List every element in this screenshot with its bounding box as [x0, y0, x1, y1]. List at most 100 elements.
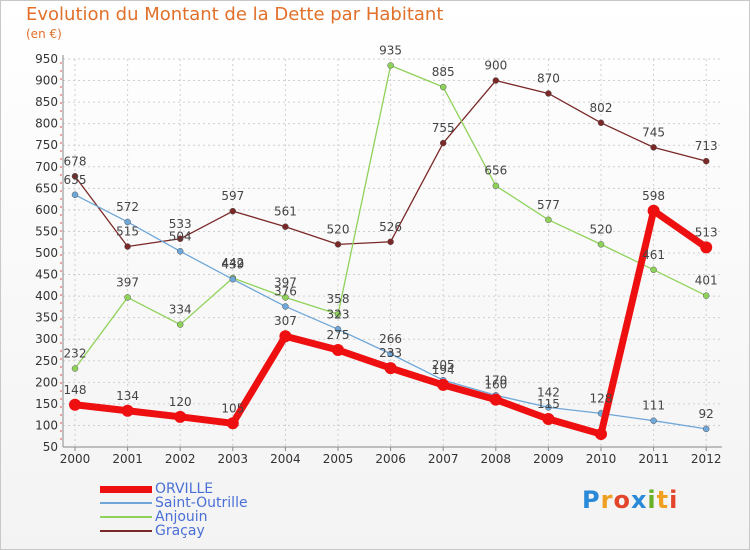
data-label-gra-ay: 533: [169, 217, 192, 231]
data-point-orville: [69, 398, 81, 411]
data-label-anjouin: 656: [484, 164, 507, 178]
data-point-anjouin: [439, 83, 447, 91]
data-label-anjouin: 334: [169, 303, 192, 317]
data-point-orville: [647, 204, 660, 217]
logo-letter: r: [600, 486, 614, 514]
legend-swatch: [100, 502, 152, 504]
data-point-saint-outrille: [387, 350, 394, 358]
legend-swatch: [100, 530, 152, 532]
proxiti-logo: Proxiti: [582, 486, 678, 514]
data-point-anjouin: [545, 216, 552, 224]
data-label-orville: 148: [64, 383, 87, 397]
data-point-anjouin: [334, 310, 342, 318]
data-point-saint-outrille: [229, 276, 237, 283]
y-tick-label: 600: [35, 203, 58, 217]
x-tick-label: 2011: [638, 452, 669, 466]
y-tick-label: 950: [35, 52, 58, 66]
y-tick-label: 300: [35, 332, 58, 346]
y-tick-label: 700: [35, 160, 58, 174]
data-label-saint-outrille: 572: [116, 200, 139, 214]
data-label-gra-ay: 755: [432, 121, 455, 135]
data-label-anjouin: 401: [695, 274, 718, 288]
data-label-orville: 134: [116, 389, 139, 403]
data-point-anjouin: [71, 365, 79, 372]
data-point-orville: [595, 428, 607, 441]
x-tick-label: 2001: [112, 452, 143, 466]
data-point-saint-outrille: [282, 303, 289, 310]
data-point-gra-ay: [176, 235, 184, 243]
y-tick-label: 750: [35, 138, 58, 152]
data-label-gra-ay: 561: [274, 205, 297, 219]
data-point-orville: [384, 362, 397, 375]
data-point-gra-ay: [650, 144, 657, 151]
data-point-saint-outrille: [71, 191, 79, 199]
y-tick-label: 450: [35, 268, 58, 282]
data-label-saint-outrille: 92: [699, 407, 714, 421]
data-point-saint-outrille: [176, 248, 184, 255]
data-point-orville: [226, 417, 239, 430]
data-label-orville: 160: [484, 378, 507, 392]
data-point-orville: [489, 393, 502, 406]
data-label-saint-outrille: 504: [169, 229, 192, 243]
legend-label: Anjouin: [155, 509, 208, 525]
data-label-gra-ay: 678: [64, 154, 87, 168]
data-point-gra-ay: [702, 157, 710, 165]
x-tick-label: 2003: [218, 452, 249, 466]
data-label-saint-outrille: 111: [642, 399, 665, 413]
data-label-anjouin: 232: [64, 347, 87, 361]
data-label-gra-ay: 597: [221, 189, 244, 203]
data-label-saint-outrille: 142: [537, 385, 560, 399]
data-point-orville: [121, 404, 134, 417]
data-point-saint-outrille: [702, 425, 710, 433]
data-label-orville: 275: [327, 328, 350, 342]
data-label-orville: 598: [642, 189, 665, 203]
data-point-saint-outrille: [545, 404, 552, 411]
data-label-gra-ay: 520: [327, 222, 350, 236]
legend-label: Saint-Outrille: [155, 495, 248, 511]
data-label-anjouin: 461: [642, 248, 665, 262]
data-label-anjouin: 935: [379, 43, 402, 57]
logo-letter: P: [582, 486, 601, 514]
y-tick-label: 800: [35, 117, 58, 131]
data-point-gra-ay: [545, 90, 552, 97]
data-point-anjouin: [650, 266, 657, 274]
chart-title: Evolution du Montant de la Dette par Hab…: [26, 4, 444, 25]
data-point-gra-ay: [229, 207, 237, 215]
data-point-gra-ay: [282, 223, 289, 230]
data-label-orville: 513: [695, 225, 718, 239]
x-tick-label: 2005: [323, 452, 354, 466]
data-point-saint-outrille: [124, 218, 131, 226]
data-point-anjouin: [387, 62, 394, 69]
data-point-anjouin: [702, 292, 710, 299]
data-point-gra-ay: [124, 243, 131, 250]
data-label-anjouin: 442: [221, 256, 244, 270]
data-label-gra-ay: 713: [695, 139, 718, 153]
data-label-gra-ay: 900: [484, 59, 507, 73]
y-tick-label: 250: [35, 354, 58, 368]
data-point-orville: [174, 410, 187, 423]
data-point-saint-outrille: [650, 417, 657, 424]
x-tick-label: 2007: [428, 452, 459, 466]
data-label-anjouin: 520: [590, 222, 613, 236]
data-point-anjouin: [597, 241, 605, 248]
data-label-saint-outrille: 128: [590, 391, 613, 405]
data-point-saint-outrille: [334, 326, 342, 333]
y-tick-label: 50: [43, 440, 58, 454]
data-point-orville: [437, 378, 450, 391]
logo-letter: x: [630, 486, 648, 514]
data-point-gra-ay: [439, 139, 447, 147]
chart-subtitle: (en €): [26, 27, 62, 41]
data-label-orville: 120: [169, 395, 192, 409]
logo-letter: t: [656, 486, 670, 514]
y-tick-label: 500: [35, 246, 58, 260]
data-label-anjouin: 397: [274, 275, 297, 289]
data-label-anjouin: 397: [116, 275, 139, 289]
y-tick-label: 650: [35, 181, 58, 195]
data-point-gra-ay: [334, 241, 342, 248]
data-point-anjouin: [492, 182, 500, 189]
data-label-gra-ay: 515: [116, 225, 139, 239]
y-tick-label: 550: [35, 224, 58, 238]
data-label-anjouin: 577: [537, 198, 560, 212]
data-point-gra-ay: [71, 173, 79, 180]
x-tick-label: 2002: [165, 452, 196, 466]
